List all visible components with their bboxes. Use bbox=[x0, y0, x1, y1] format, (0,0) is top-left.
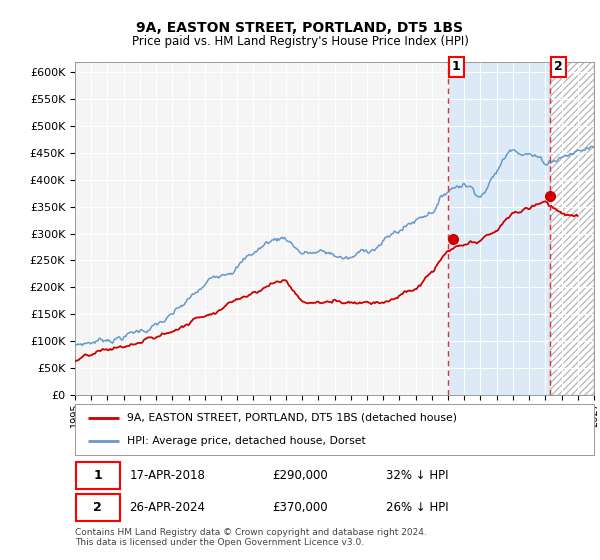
Text: 2: 2 bbox=[94, 501, 102, 514]
Text: £290,000: £290,000 bbox=[272, 469, 328, 482]
Text: 9A, EASTON STREET, PORTLAND, DT5 1BS: 9A, EASTON STREET, PORTLAND, DT5 1BS bbox=[137, 21, 464, 35]
Text: 9A, EASTON STREET, PORTLAND, DT5 1BS (detached house): 9A, EASTON STREET, PORTLAND, DT5 1BS (de… bbox=[127, 413, 457, 423]
Text: 26-APR-2024: 26-APR-2024 bbox=[130, 501, 205, 514]
Text: 17-APR-2018: 17-APR-2018 bbox=[130, 469, 205, 482]
Text: 2: 2 bbox=[554, 60, 563, 73]
Text: HPI: Average price, detached house, Dorset: HPI: Average price, detached house, Dors… bbox=[127, 436, 365, 446]
Bar bbox=[550, 62, 594, 395]
Text: 26% ↓ HPI: 26% ↓ HPI bbox=[386, 501, 449, 514]
Text: Contains HM Land Registry data © Crown copyright and database right 2024.
This d: Contains HM Land Registry data © Crown c… bbox=[75, 528, 427, 547]
Text: Price paid vs. HM Land Registry's House Price Index (HPI): Price paid vs. HM Land Registry's House … bbox=[131, 35, 469, 48]
Text: 1: 1 bbox=[94, 469, 102, 482]
Text: 32% ↓ HPI: 32% ↓ HPI bbox=[386, 469, 449, 482]
Bar bbox=[448, 62, 550, 395]
FancyBboxPatch shape bbox=[76, 494, 120, 521]
FancyBboxPatch shape bbox=[76, 462, 120, 489]
Text: 1: 1 bbox=[452, 60, 461, 73]
Text: £370,000: £370,000 bbox=[272, 501, 328, 514]
